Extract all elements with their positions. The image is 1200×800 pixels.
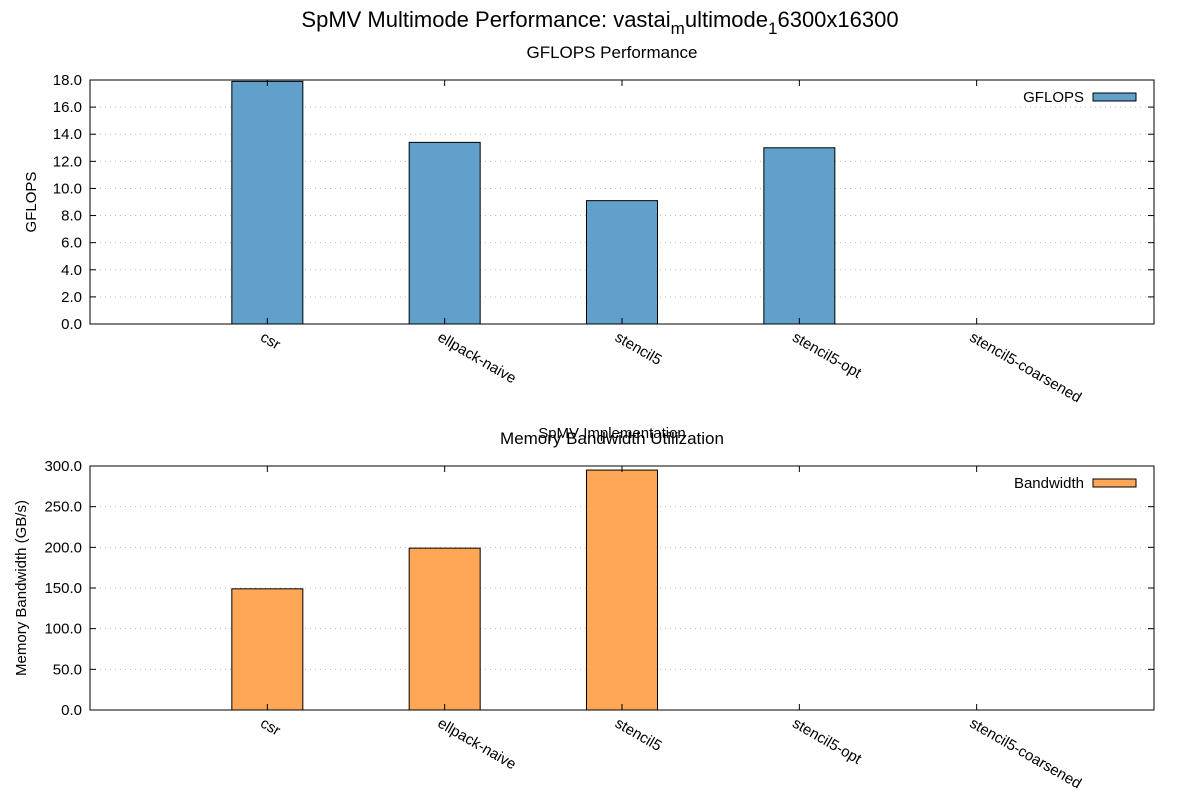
bar-stencil5-opt: [763, 147, 836, 325]
y-tick-label: 150.0: [44, 580, 82, 597]
figure-title-end: 6300x16300: [777, 7, 898, 32]
y-axis-label: Memory Bandwidth (GB/s): [13, 500, 30, 676]
y-tick-label: 50.0: [53, 661, 82, 678]
y-tick-label: 12.0: [53, 153, 82, 170]
y-tick-label: 18.0: [53, 72, 82, 89]
gflops-chart: 0.0 2.0 4.0 6.0 8.0 10.0 12.0 14.0 16.0 18.0 csr el…: [23, 43, 1155, 442]
y-tick-label: 200.0: [44, 539, 82, 556]
x-tick-label: stencil5: [612, 715, 665, 755]
bar-stencil5: [586, 200, 658, 325]
x-tick-label: csr: [257, 715, 283, 740]
legend-label: GFLOPS: [1023, 89, 1084, 106]
bar-csr: [231, 80, 304, 325]
figure-title-main: SpMV Multimode Performance: vastai: [301, 7, 670, 32]
bar-ellpack-naive: [408, 141, 481, 325]
bar-ellpack-naive: [408, 547, 481, 711]
y-tick-label: 100.0: [44, 621, 82, 638]
x-tick-label: stencil5-opt: [789, 329, 865, 382]
x-axis-label: SpMV Implementation: [538, 425, 686, 442]
y-tick-label: 8.0: [61, 208, 82, 225]
x-tick-label: csr: [257, 329, 283, 354]
y-tick-label: 6.0: [61, 235, 82, 252]
legend-swatch: [1092, 478, 1137, 488]
y-axis-label: GFLOPS: [23, 172, 40, 233]
bar-csr: [231, 588, 304, 711]
y-tick-label: 0.0: [61, 316, 82, 333]
y-tick-label: 4.0: [61, 262, 82, 279]
figure-title-sub1: m: [671, 19, 685, 38]
chart-title: Memory Bandwidth Utilization: [500, 429, 724, 448]
legend-label: Bandwidth: [1014, 475, 1084, 492]
y-tick-label: 300.0: [44, 458, 82, 475]
x-tick-label: ellpack-naive: [435, 329, 519, 387]
x-tick-label: stencil5: [612, 329, 665, 369]
chart-title: GFLOPS Performance: [526, 43, 697, 62]
y-tick-label: 14.0: [53, 126, 82, 143]
x-tick-label: stencil5-coarsened: [967, 329, 1085, 407]
y-tick-label: 0.0: [61, 702, 82, 719]
figure-title: SpMV Multimode Performance: vastaimultim…: [301, 7, 898, 38]
y-tick-label: 250.0: [44, 499, 82, 516]
y-tick-label: 16.0: [53, 99, 82, 116]
bar-stencil5: [586, 469, 658, 711]
bandwidth-chart: 0.0 50.0 100.0 150.0 200.0 250.0 300.0 csr ellpa…: [13, 429, 1155, 793]
x-tick-label: stencil5-opt: [789, 715, 865, 768]
x-tick-label: stencil5-coarsened: [967, 715, 1085, 793]
figure-title-mid: ultimode: [685, 7, 768, 32]
figure-title-sub2: 1: [768, 19, 777, 38]
y-tick-label: 2.0: [61, 289, 82, 306]
legend-swatch: [1092, 92, 1137, 102]
x-tick-label: ellpack-naive: [435, 715, 519, 773]
y-tick-label: 10.0: [53, 180, 82, 197]
